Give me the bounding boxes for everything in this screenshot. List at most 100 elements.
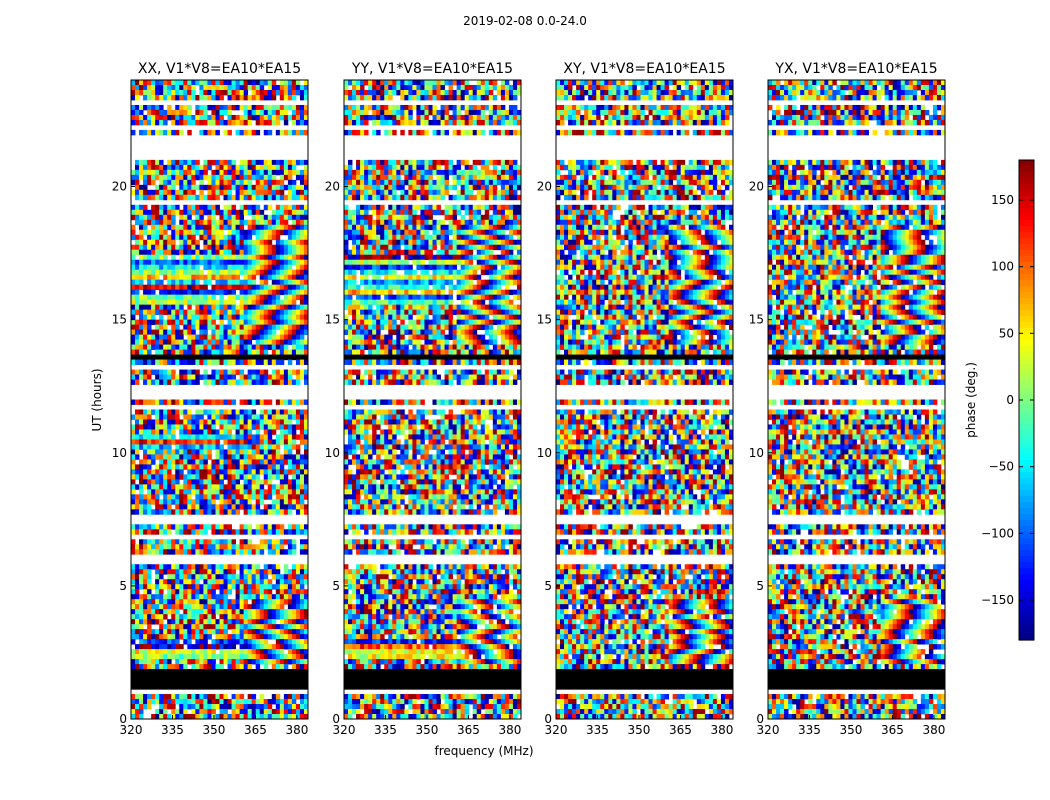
phase-cell (279, 649, 285, 655)
phase-cell (480, 119, 486, 126)
phase-cell (239, 409, 245, 415)
phase-cell (199, 309, 204, 316)
phase-cell (303, 80, 309, 86)
phase-cell (295, 339, 301, 345)
phase-cell (135, 654, 140, 660)
phase-cell (424, 119, 429, 126)
phase-cell (207, 549, 212, 555)
phase-cell (263, 189, 269, 196)
phase-cell (147, 269, 152, 276)
phase-cell (348, 159, 353, 166)
phase-cell (219, 564, 224, 570)
phase-cell (187, 164, 192, 171)
phase-cell (231, 449, 236, 455)
phase-cell (404, 104, 409, 111)
phase-cell (508, 189, 514, 196)
phase-cell (243, 704, 249, 710)
phase-cell (303, 309, 309, 316)
phase-cell (179, 369, 184, 375)
phase-cell (187, 599, 192, 605)
phase-cell (187, 414, 192, 420)
flagged-row (131, 679, 308, 685)
phase-cell (472, 194, 478, 201)
phase-cell (167, 599, 172, 605)
phase-cell (271, 119, 277, 126)
phase-cell (179, 264, 184, 271)
phase-cell (440, 174, 445, 181)
phase-cell (259, 334, 265, 340)
phase-cell (291, 564, 297, 570)
phase-cell (295, 109, 301, 116)
phase-cell (287, 644, 293, 650)
phase-cell (303, 184, 309, 191)
phase-cell (287, 629, 293, 635)
phase-cell (231, 369, 236, 375)
phase-cell (147, 549, 152, 555)
phase-cell (203, 329, 208, 335)
phase-cell (227, 439, 232, 445)
phase-cell (211, 424, 216, 430)
phase-cell (303, 314, 309, 321)
phase-cell (215, 129, 220, 136)
phase-cell (155, 539, 160, 545)
phase-cell (271, 424, 277, 430)
phase-cell (187, 654, 192, 660)
phase-cell (183, 664, 188, 670)
phase-cell (199, 654, 204, 660)
phase-cell (203, 499, 208, 505)
phase-cell (155, 329, 160, 335)
phase-cell (275, 499, 281, 505)
phase-cell (299, 599, 305, 605)
phase-cell (271, 209, 277, 216)
phase-cell (139, 544, 144, 550)
phase-cell (432, 104, 437, 111)
phase-cell (356, 114, 361, 121)
phase-cell (147, 694, 152, 700)
phase-cell (247, 179, 253, 186)
phase-cell (291, 434, 297, 440)
phase-cell (259, 599, 265, 605)
phase-cell (275, 184, 281, 191)
phase-cell (147, 129, 152, 136)
phase-cell (231, 164, 236, 171)
phase-cell (279, 289, 285, 296)
phase-cell (303, 259, 309, 266)
phase-cell (143, 329, 148, 335)
phase-cell (291, 114, 297, 121)
phase-cell (279, 529, 285, 535)
phase-cell (147, 499, 152, 505)
phase-cell (267, 579, 273, 585)
phase-cell (448, 114, 454, 121)
phase-cell (171, 644, 176, 650)
phase-cell (183, 94, 188, 101)
phase-cell (432, 84, 437, 91)
phase-cell (167, 369, 172, 375)
phase-cell (143, 174, 148, 181)
phase-cell (372, 179, 377, 186)
phase-cell (219, 524, 224, 530)
phase-cell (159, 599, 164, 605)
phase-cell (247, 464, 253, 470)
phase-cell (275, 279, 281, 286)
phase-cell (243, 604, 249, 610)
phase-cell (267, 94, 273, 101)
phase-cell (203, 439, 208, 445)
phase-cell (131, 599, 136, 605)
phase-cell (131, 189, 136, 196)
phase-cell (239, 114, 245, 121)
phase-cell (247, 409, 253, 415)
phase-cell (464, 159, 470, 166)
phase-cell (235, 589, 241, 595)
phase-cell (187, 369, 192, 375)
phase-cell (191, 429, 196, 435)
phase-cell (364, 194, 369, 201)
phase-cell (384, 104, 389, 111)
phase-cell (356, 129, 361, 136)
phase-cell (143, 599, 148, 605)
phase-cell (508, 169, 514, 176)
phase-cell (271, 349, 277, 355)
phase-cell (143, 414, 148, 420)
phase-cell (187, 614, 192, 620)
phase-cell (187, 469, 192, 475)
phase-cell (223, 434, 228, 440)
